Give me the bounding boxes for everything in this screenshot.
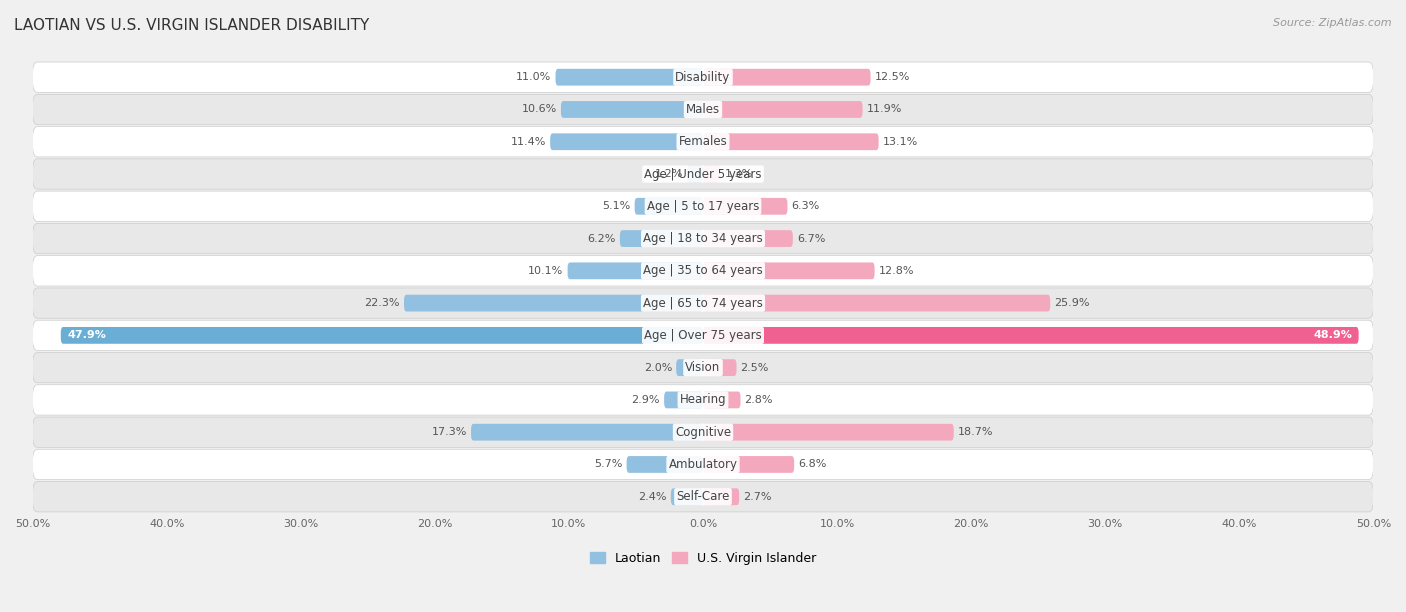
FancyBboxPatch shape: [404, 295, 703, 312]
FancyBboxPatch shape: [32, 191, 1374, 222]
FancyBboxPatch shape: [703, 359, 737, 376]
FancyBboxPatch shape: [32, 127, 1374, 157]
FancyBboxPatch shape: [703, 295, 1050, 312]
Text: 22.3%: 22.3%: [364, 298, 399, 308]
Text: 6.7%: 6.7%: [797, 234, 825, 244]
FancyBboxPatch shape: [32, 482, 1374, 512]
Text: Age | Over 75 years: Age | Over 75 years: [644, 329, 762, 342]
Text: LAOTIAN VS U.S. VIRGIN ISLANDER DISABILITY: LAOTIAN VS U.S. VIRGIN ISLANDER DISABILI…: [14, 18, 370, 34]
FancyBboxPatch shape: [32, 62, 1374, 92]
Text: Females: Females: [679, 135, 727, 148]
Text: 47.9%: 47.9%: [67, 330, 107, 340]
Text: Cognitive: Cognitive: [675, 426, 731, 439]
FancyBboxPatch shape: [703, 198, 787, 215]
Text: 11.0%: 11.0%: [516, 72, 551, 82]
Text: Disability: Disability: [675, 71, 731, 84]
Text: 48.9%: 48.9%: [1313, 330, 1353, 340]
Text: 11.4%: 11.4%: [510, 136, 546, 147]
Text: 1.2%: 1.2%: [655, 169, 683, 179]
Text: 11.9%: 11.9%: [866, 105, 901, 114]
Text: 12.5%: 12.5%: [875, 72, 910, 82]
Text: 2.8%: 2.8%: [745, 395, 773, 405]
FancyBboxPatch shape: [32, 417, 1374, 447]
FancyBboxPatch shape: [32, 320, 1374, 351]
Text: Age | 18 to 34 years: Age | 18 to 34 years: [643, 232, 763, 245]
FancyBboxPatch shape: [32, 159, 1374, 189]
Text: 13.1%: 13.1%: [883, 136, 918, 147]
FancyBboxPatch shape: [32, 223, 1374, 254]
FancyBboxPatch shape: [620, 230, 703, 247]
Text: 18.7%: 18.7%: [957, 427, 993, 437]
Text: Age | 65 to 74 years: Age | 65 to 74 years: [643, 297, 763, 310]
Text: 6.3%: 6.3%: [792, 201, 820, 211]
FancyBboxPatch shape: [32, 449, 1374, 480]
FancyBboxPatch shape: [703, 424, 953, 441]
FancyBboxPatch shape: [703, 327, 1358, 344]
FancyBboxPatch shape: [703, 392, 741, 408]
FancyBboxPatch shape: [688, 166, 703, 182]
FancyBboxPatch shape: [676, 359, 703, 376]
FancyBboxPatch shape: [60, 327, 703, 344]
Text: 2.0%: 2.0%: [644, 363, 672, 373]
FancyBboxPatch shape: [32, 385, 1374, 415]
FancyBboxPatch shape: [703, 263, 875, 279]
Text: 17.3%: 17.3%: [432, 427, 467, 437]
Text: 2.5%: 2.5%: [741, 363, 769, 373]
FancyBboxPatch shape: [568, 263, 703, 279]
Text: 5.7%: 5.7%: [595, 460, 623, 469]
Text: Source: ZipAtlas.com: Source: ZipAtlas.com: [1274, 18, 1392, 28]
FancyBboxPatch shape: [634, 198, 703, 215]
Text: 6.2%: 6.2%: [588, 234, 616, 244]
FancyBboxPatch shape: [471, 424, 703, 441]
FancyBboxPatch shape: [703, 101, 862, 118]
Text: 12.8%: 12.8%: [879, 266, 914, 276]
Text: 1.3%: 1.3%: [724, 169, 752, 179]
FancyBboxPatch shape: [703, 488, 740, 505]
FancyBboxPatch shape: [32, 353, 1374, 383]
Text: Self-Care: Self-Care: [676, 490, 730, 503]
Text: Ambulatory: Ambulatory: [668, 458, 738, 471]
FancyBboxPatch shape: [627, 456, 703, 473]
FancyBboxPatch shape: [550, 133, 703, 150]
FancyBboxPatch shape: [703, 230, 793, 247]
Text: 25.9%: 25.9%: [1054, 298, 1090, 308]
Text: 10.6%: 10.6%: [522, 105, 557, 114]
FancyBboxPatch shape: [555, 69, 703, 86]
Text: 2.4%: 2.4%: [638, 491, 666, 502]
Text: Age | Under 5 years: Age | Under 5 years: [644, 168, 762, 181]
Text: 2.9%: 2.9%: [631, 395, 659, 405]
FancyBboxPatch shape: [32, 256, 1374, 286]
FancyBboxPatch shape: [703, 133, 879, 150]
Text: Vision: Vision: [685, 361, 721, 374]
FancyBboxPatch shape: [703, 69, 870, 86]
Text: 10.1%: 10.1%: [529, 266, 564, 276]
FancyBboxPatch shape: [703, 456, 794, 473]
FancyBboxPatch shape: [32, 94, 1374, 125]
FancyBboxPatch shape: [671, 488, 703, 505]
FancyBboxPatch shape: [561, 101, 703, 118]
Text: 5.1%: 5.1%: [602, 201, 631, 211]
Text: Males: Males: [686, 103, 720, 116]
FancyBboxPatch shape: [664, 392, 703, 408]
FancyBboxPatch shape: [703, 166, 720, 182]
FancyBboxPatch shape: [32, 288, 1374, 318]
Text: Age | 5 to 17 years: Age | 5 to 17 years: [647, 200, 759, 213]
Text: 2.7%: 2.7%: [744, 491, 772, 502]
Legend: Laotian, U.S. Virgin Islander: Laotian, U.S. Virgin Islander: [591, 552, 815, 565]
Text: Age | 35 to 64 years: Age | 35 to 64 years: [643, 264, 763, 277]
Text: Hearing: Hearing: [679, 394, 727, 406]
Text: 6.8%: 6.8%: [799, 460, 827, 469]
